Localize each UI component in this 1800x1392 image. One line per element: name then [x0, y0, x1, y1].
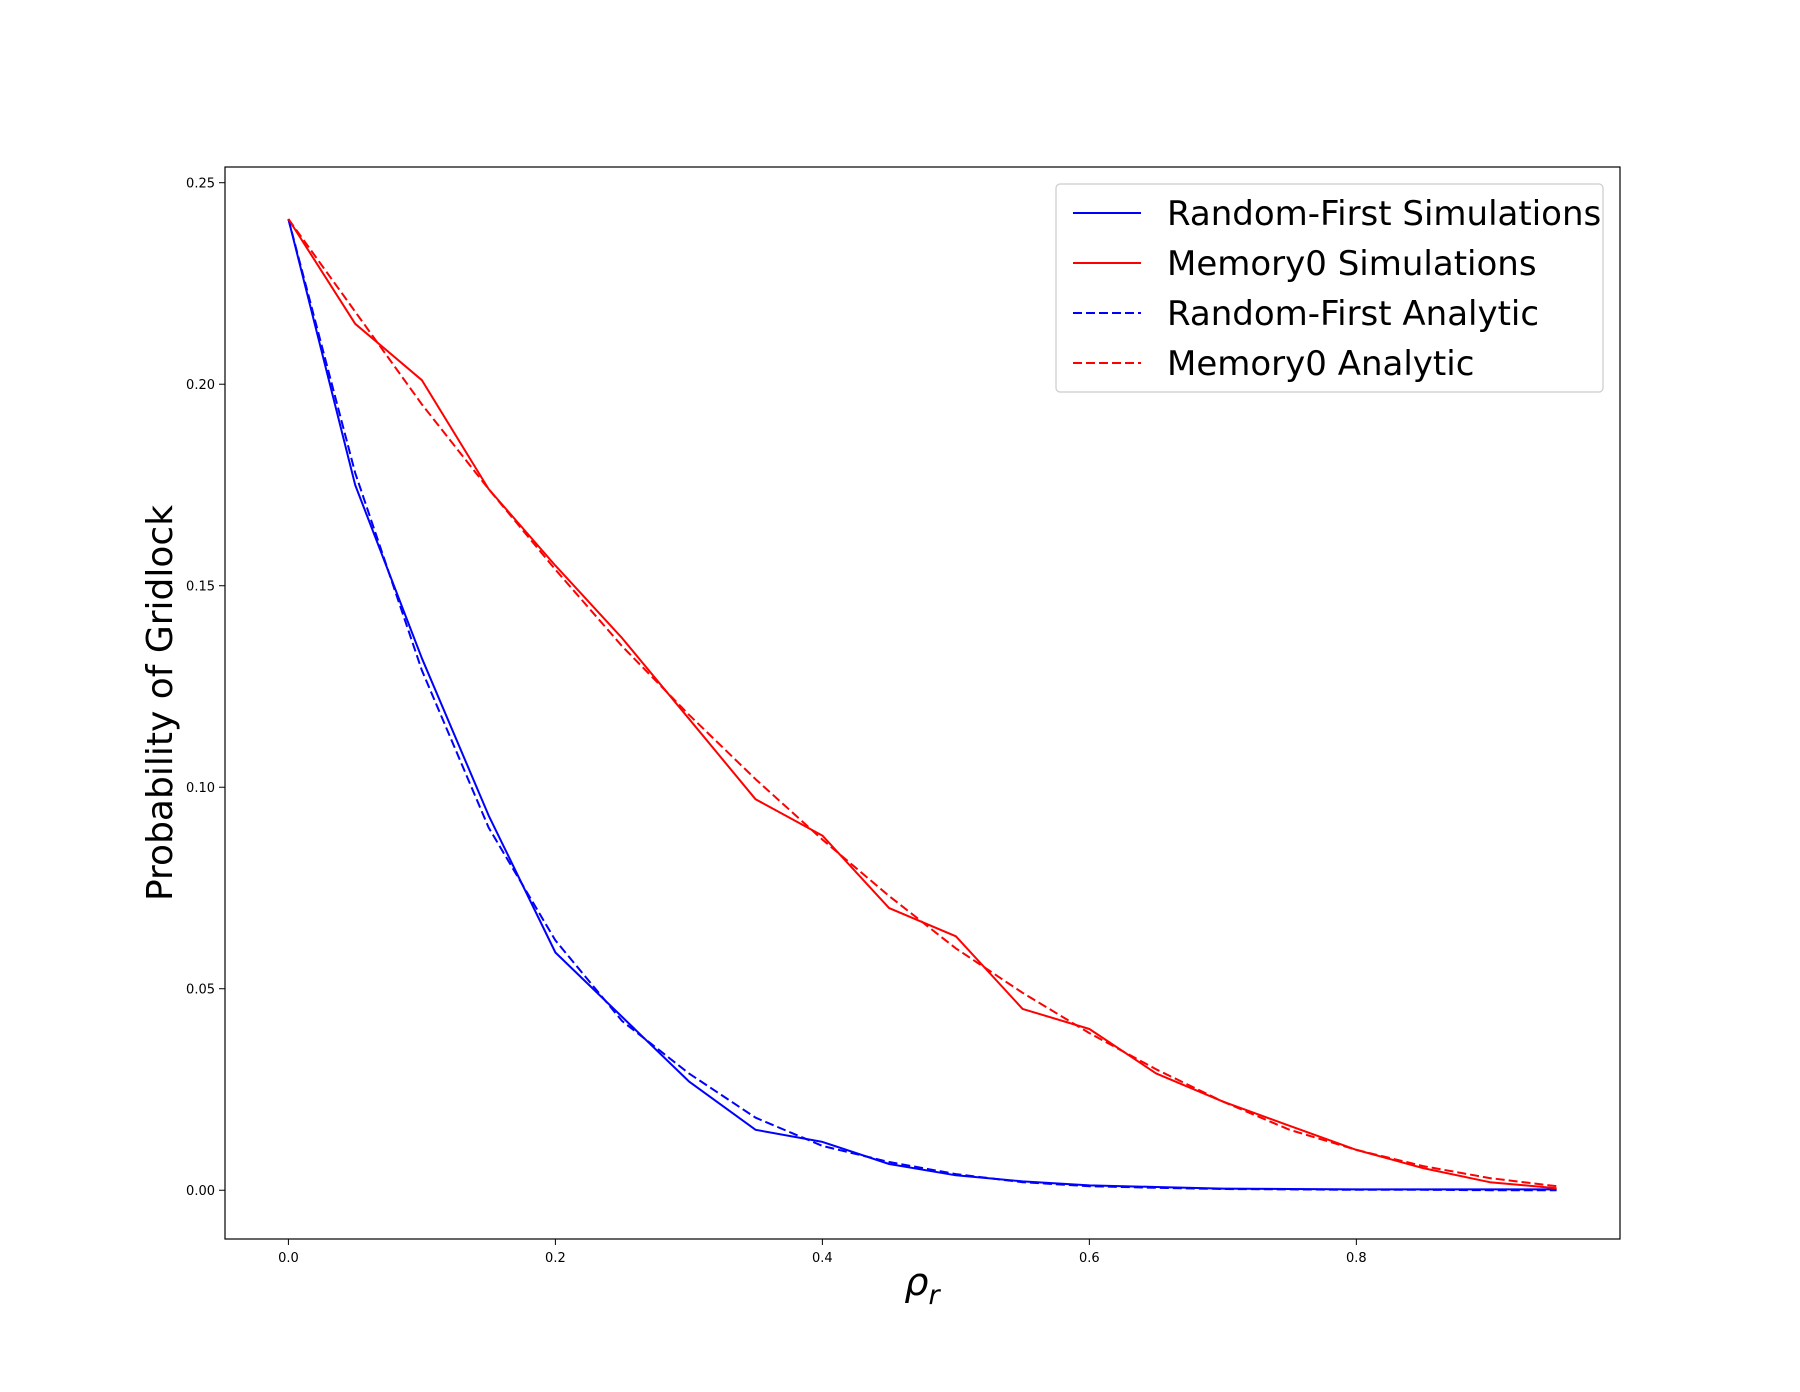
- y-tick-label: 0.20: [186, 378, 215, 393]
- x-axis-label-symbol: ρ: [904, 1260, 928, 1304]
- series-line-4: [287, 218, 1557, 1188]
- x-axis-label-subscript: r: [929, 1280, 942, 1311]
- x-axis-label: ρr: [904, 1260, 941, 1311]
- y-tick-label: 0.25: [186, 177, 215, 192]
- x-tick-label: 0.8: [1346, 1251, 1367, 1266]
- x-tick-label: 0.0: [278, 1251, 299, 1266]
- y-tick-label: 0.15: [186, 580, 215, 595]
- legend-label-1: Random-First Simulations: [1167, 194, 1601, 234]
- legend-label-2: Memory0 Simulations: [1167, 244, 1537, 284]
- y-tick-label: 0.00: [186, 1184, 215, 1199]
- plot-frame: [224, 166, 1621, 1240]
- legend-box: [1055, 183, 1604, 393]
- legend-label-3: Random-First Analytic: [1167, 294, 1539, 334]
- series-line-3: [287, 218, 1557, 1192]
- x-axis: 0.0 0.2 0.4 0.6 0.8: [278, 1239, 1367, 1266]
- x-tick-label: 0.2: [545, 1251, 566, 1266]
- y-tick-label: 0.05: [186, 983, 215, 998]
- legend-label-4: Memory0 Analytic: [1167, 344, 1474, 384]
- y-axis-label: Probability of Gridlock: [140, 505, 181, 901]
- x-tick-label: 0.4: [812, 1251, 833, 1266]
- y-axis: 0.00 0.05 0.10 0.15 0.20 0.25: [186, 177, 225, 1199]
- legend: Random-First Simulations Memory0 Simulati…: [1055, 183, 1604, 393]
- series-layer: [287, 218, 1557, 1192]
- y-tick-label: 0.10: [186, 781, 215, 796]
- x-tick-label: 0.6: [1079, 1251, 1100, 1266]
